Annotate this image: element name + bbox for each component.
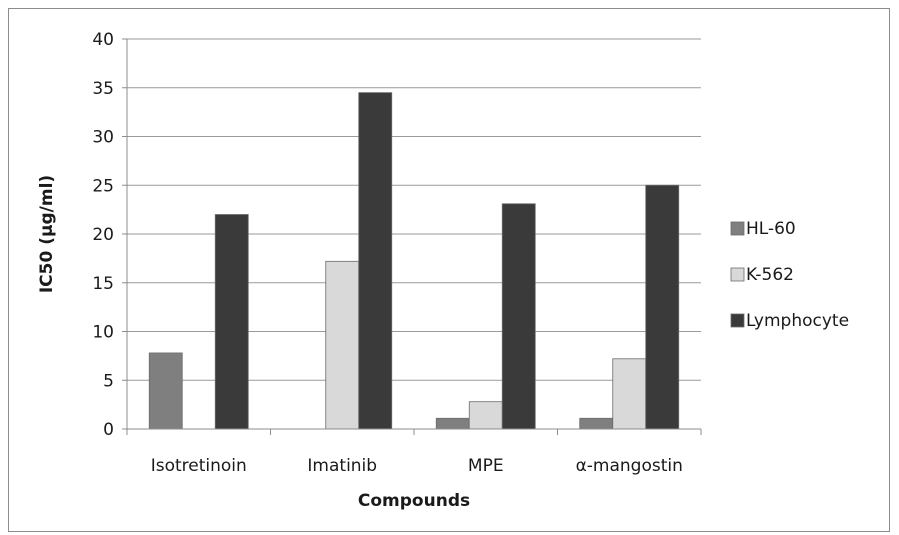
- bar-hl-60: [579, 417, 614, 430]
- legend-label: HL-60: [746, 219, 796, 239]
- bar-k-562: [468, 401, 503, 430]
- legend-swatch: [730, 221, 745, 236]
- legend-swatch: [730, 313, 745, 328]
- bar-lymphocyte: [501, 203, 536, 430]
- bar-k-562: [612, 358, 647, 430]
- y-tick-label: 30: [92, 128, 114, 148]
- bar-lymphocyte: [645, 184, 680, 430]
- x-category-labels: Isotretinoin Imatinib MPE α-mangostin: [151, 456, 683, 476]
- y-tick-label: 40: [92, 30, 114, 50]
- bar-hl-60: [148, 352, 183, 430]
- axes: [122, 38, 702, 435]
- y-tick-label: 35: [92, 79, 114, 99]
- bar-k-562: [325, 260, 360, 430]
- bar-lymphocyte: [358, 92, 393, 430]
- x-category-label: α-mangostin: [576, 456, 683, 476]
- y-tick-label: 5: [103, 371, 114, 391]
- y-tick-label: 10: [92, 323, 114, 343]
- x-axis-title: Compounds: [358, 491, 470, 511]
- y-tick-label: 20: [92, 225, 114, 245]
- y-tick-label: 25: [92, 176, 114, 196]
- bar-hl-60: [435, 417, 470, 430]
- legend-swatch: [730, 267, 745, 282]
- bar-lymphocyte: [214, 214, 249, 430]
- bars: [148, 92, 680, 430]
- y-axis-title: IC50 (µg/ml): [37, 175, 57, 293]
- legend-label: Lymphocyte: [746, 311, 849, 331]
- x-category-label: Imatinib: [307, 456, 377, 476]
- x-category-label: MPE: [468, 456, 504, 476]
- y-tick-label: 15: [92, 274, 114, 294]
- chart-frame: 0 5 10 15 20 25 30 35 40 Isotretinoin Imatinib MPE…: [8, 8, 890, 532]
- bar-chart: 0 5 10 15 20 25 30 35 40 Isotretinoin Imatinib MPE…: [37, 30, 849, 511]
- legend: HL-60 K-562 Lymphocyte: [730, 219, 849, 331]
- y-tick-label: 0: [103, 420, 114, 440]
- gridlines: [127, 38, 701, 381]
- y-tick-labels: 0 5 10 15 20 25 30 35 40: [92, 30, 114, 440]
- legend-label: K-562: [746, 265, 794, 285]
- x-category-label: Isotretinoin: [151, 456, 247, 476]
